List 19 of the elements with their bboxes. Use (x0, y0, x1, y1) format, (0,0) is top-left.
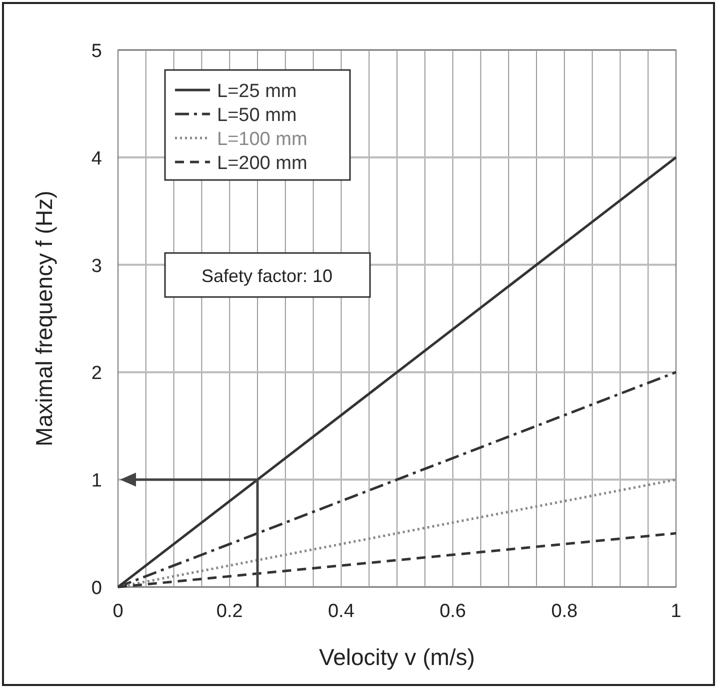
legend-label: L=200 mm (217, 153, 308, 174)
y-tick-label: 2 (91, 363, 102, 384)
y-tick-label: 1 (91, 470, 102, 492)
x-tick-label: 0.6 (440, 601, 466, 622)
y-tick-label: 3 (91, 256, 102, 277)
legend-label: L=100 mm (217, 129, 308, 150)
legend-label: L=25 mm (217, 81, 297, 102)
x-axis-title: Velocity v (m/s) (319, 644, 475, 670)
x-tick-label: 0.4 (328, 601, 355, 622)
y-tick-label: 0 (91, 578, 102, 599)
x-tick-label: 1 (670, 601, 682, 622)
legend-label: L=50 mm (217, 105, 297, 126)
y-tick-label: 5 (91, 41, 102, 62)
x-tick-label: 0 (112, 601, 124, 622)
y-tick-label: 4 (91, 148, 102, 170)
x-tick-label: 0.2 (216, 601, 243, 622)
x-tick-label: 0.8 (551, 601, 578, 622)
y-axis-title: Maximal frequency f (Hz) (31, 190, 57, 446)
annotation: Safety factor: 10 (201, 266, 333, 286)
